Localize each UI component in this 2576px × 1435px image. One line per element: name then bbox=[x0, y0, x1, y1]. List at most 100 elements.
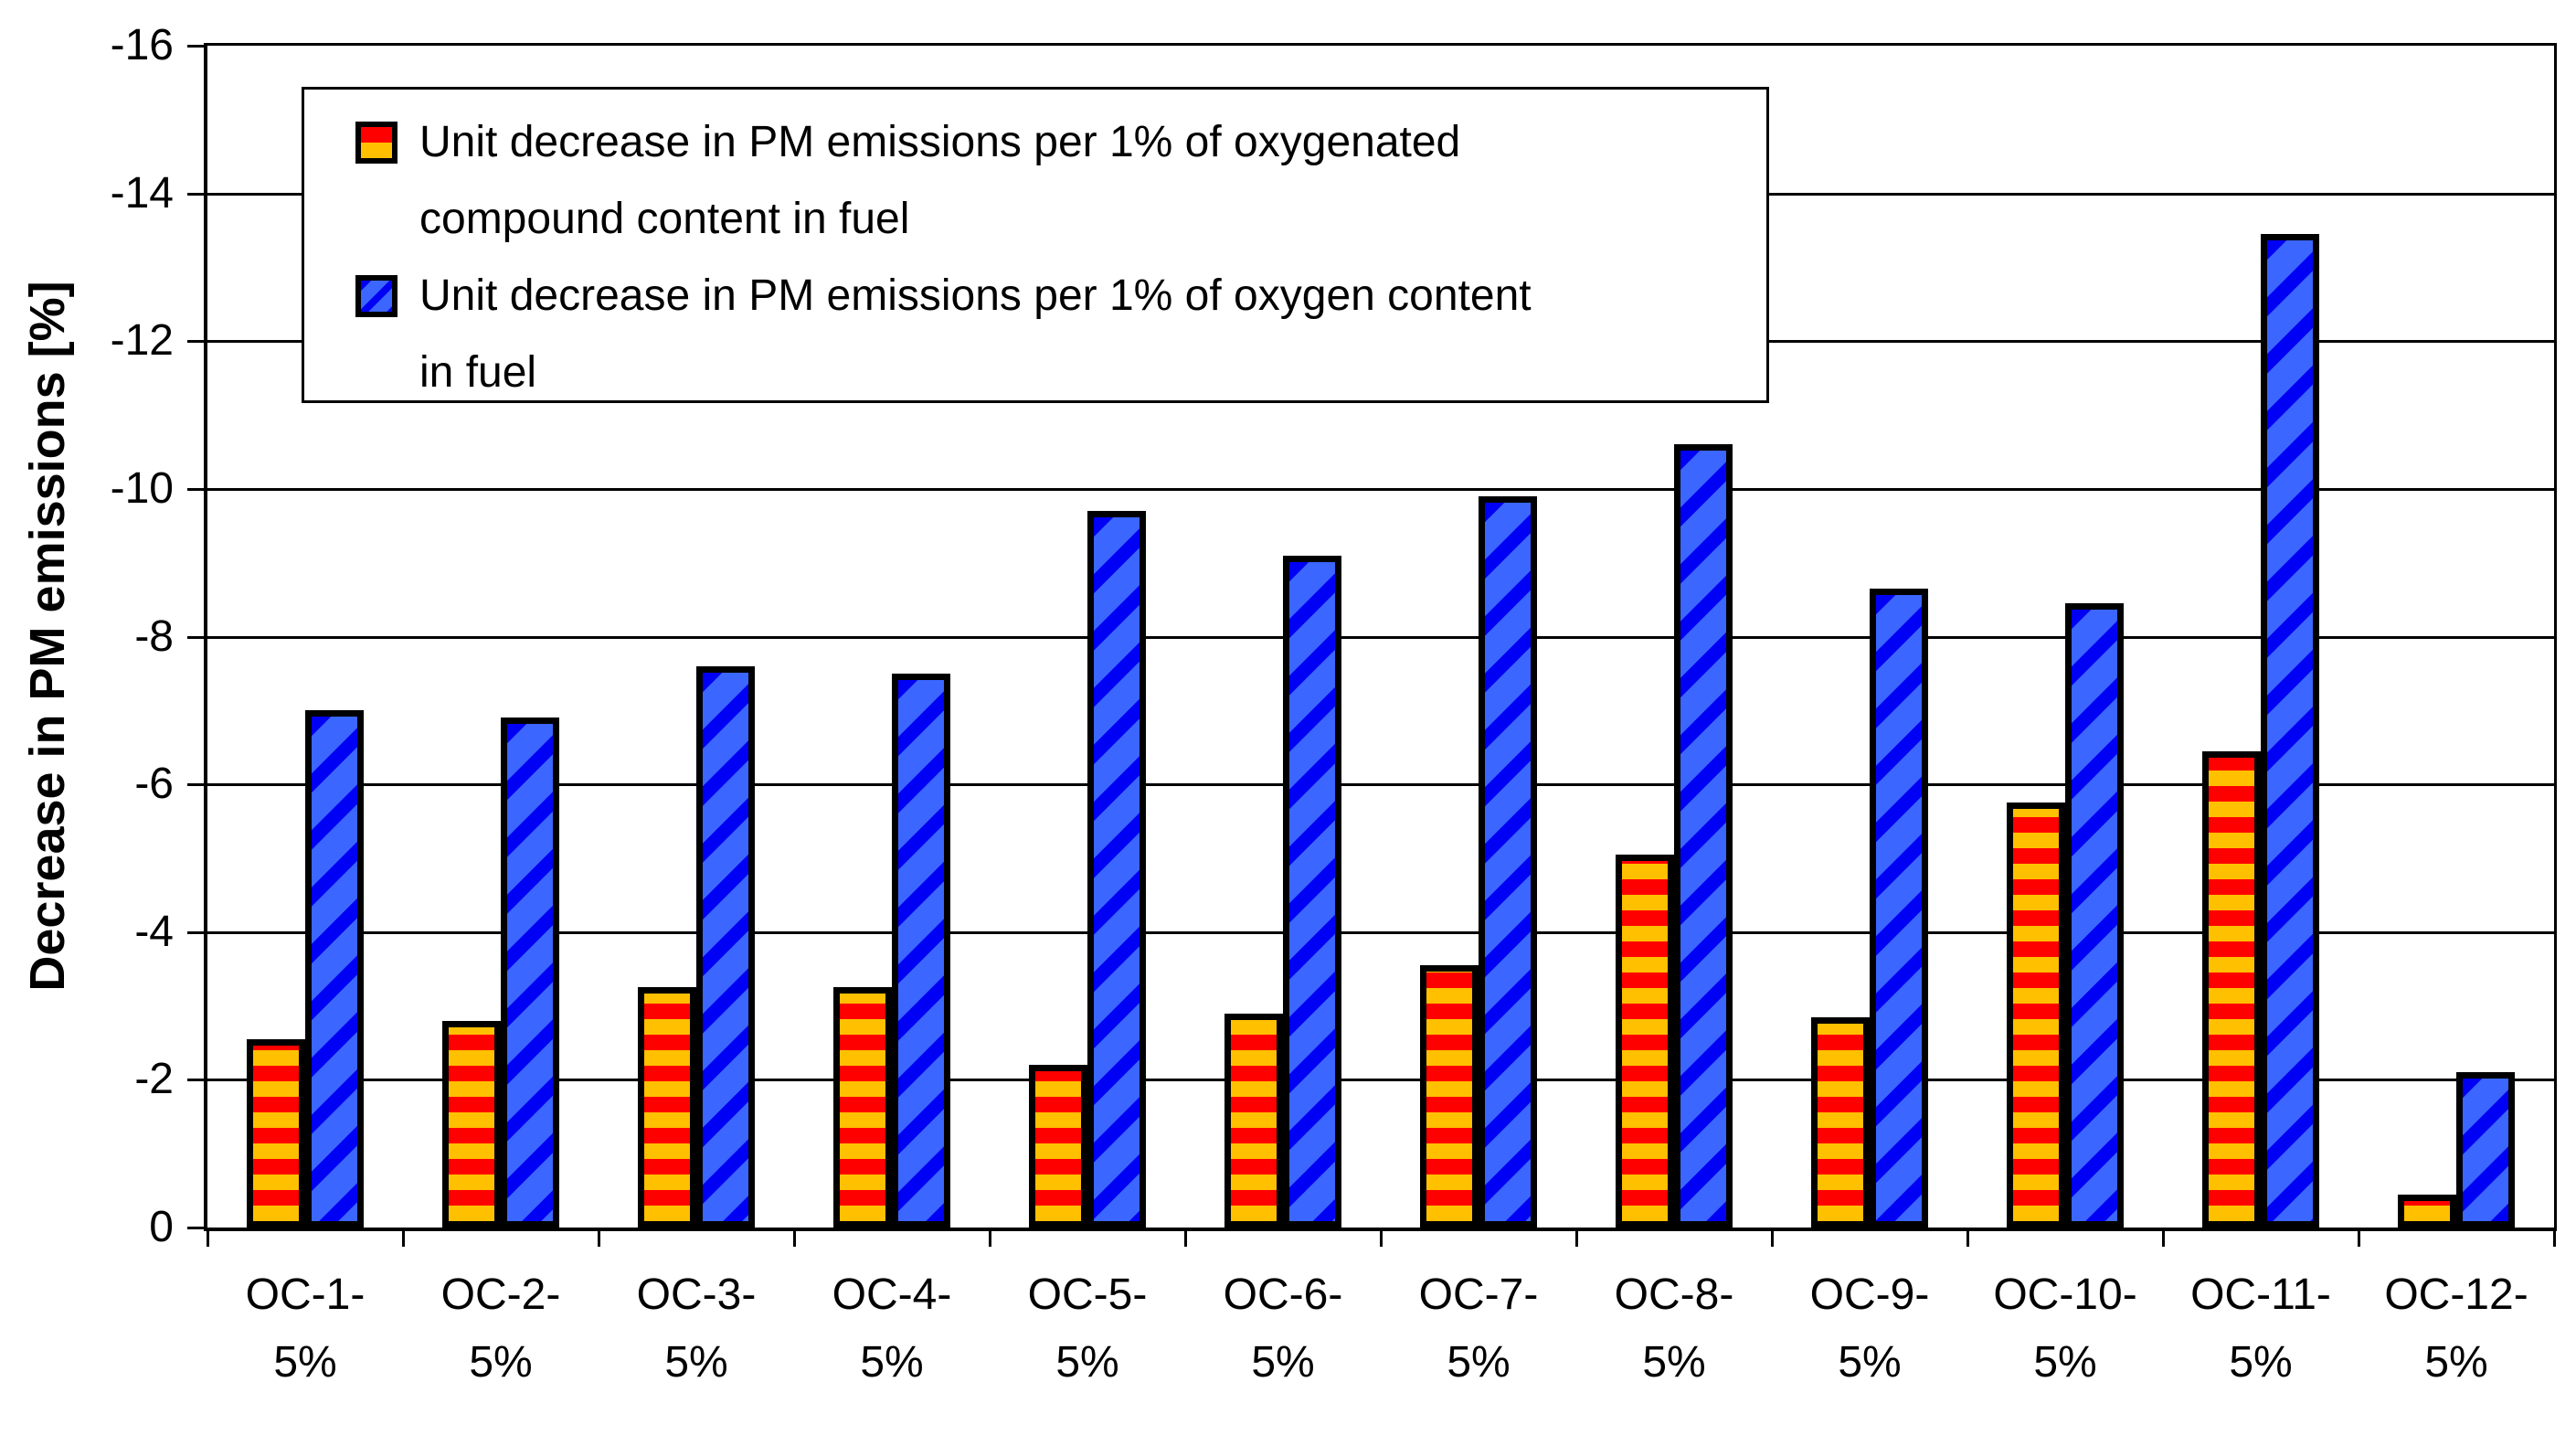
bar-OC-10-5%-series2 bbox=[2065, 603, 2124, 1228]
x-axis-tick-1 bbox=[402, 1231, 405, 1247]
x-axis-label-line: OC-4- bbox=[832, 1270, 952, 1319]
bar-OC-4-5%-series2 bbox=[892, 674, 950, 1228]
y-axis-tick-label--16: -16 bbox=[110, 21, 174, 69]
bar-OC-11-5%-series2 bbox=[2261, 234, 2319, 1228]
y-axis-tick--16 bbox=[187, 45, 207, 48]
x-axis-label-OC-2-5%: OC-2- 5% bbox=[355, 1261, 647, 1397]
legend-swatch-series2-icon bbox=[355, 275, 398, 317]
legend-entry-2: Unit decrease in PM emissions per 1% of … bbox=[355, 258, 1748, 411]
x-axis-label-line: OC-1- bbox=[245, 1270, 366, 1319]
bar-OC-5-5%-series1 bbox=[1029, 1065, 1087, 1228]
gridline--2 bbox=[207, 1079, 2554, 1082]
legend-entry-1: Unit decrease in PM emissions per 1% of … bbox=[355, 104, 1748, 258]
legend-label-series1: Unit decrease in PM emissions per 1% of … bbox=[419, 104, 1460, 258]
x-axis-label-line: 5% bbox=[273, 1338, 337, 1387]
x-axis-label-line: 5% bbox=[1642, 1338, 1706, 1387]
x-axis-label-line: OC-7- bbox=[1418, 1270, 1539, 1319]
x-axis-label-line: 5% bbox=[860, 1338, 924, 1387]
x-axis-label-line: 5% bbox=[1838, 1338, 1902, 1387]
x-axis-label-line: OC-12- bbox=[2384, 1270, 2528, 1319]
x-axis-label-OC-9-5%: OC-9- 5% bbox=[1723, 1261, 2016, 1397]
x-axis-label-line: 5% bbox=[1251, 1338, 1315, 1387]
y-axis-tick-label--8: -8 bbox=[134, 611, 174, 661]
x-axis-tick-12 bbox=[2553, 1231, 2556, 1247]
x-axis-label-OC-10-5%: OC-10- 5% bbox=[1919, 1261, 2211, 1397]
x-axis-label-OC-11-5%: OC-11- 5% bbox=[2115, 1261, 2407, 1397]
bar-OC-5-5%-series2 bbox=[1087, 511, 1146, 1228]
bar-OC-1-5%-series1 bbox=[247, 1039, 305, 1228]
bar-OC-9-5%-series1 bbox=[1811, 1017, 1870, 1228]
bar-OC-7-5%-series2 bbox=[1479, 496, 1537, 1228]
y-axis-tick-label--14: -14 bbox=[110, 168, 174, 218]
legend-label-series2: Unit decrease in PM emissions per 1% of … bbox=[419, 258, 1532, 411]
bar-OC-10-5%-series1 bbox=[2007, 803, 2065, 1228]
legend: Unit decrease in PM emissions per 1% of … bbox=[302, 87, 1769, 403]
x-axis-label-line: 5% bbox=[469, 1338, 533, 1387]
y-axis-tick-label--6: -6 bbox=[134, 760, 174, 809]
y-axis-tick-label-0: 0 bbox=[149, 1203, 174, 1251]
x-axis-tick-4 bbox=[989, 1231, 991, 1247]
legend-swatch-series1-icon bbox=[355, 122, 398, 164]
y-axis-tick--2 bbox=[187, 1079, 207, 1082]
bar-OC-8-5%-series2 bbox=[1674, 444, 1733, 1228]
y-axis-tick--12 bbox=[187, 340, 207, 344]
x-axis-label-line: 5% bbox=[2033, 1338, 2097, 1387]
x-axis-label-OC-5-5%: OC-5- 5% bbox=[941, 1261, 1234, 1397]
bar-OC-7-5%-series1 bbox=[1420, 965, 1479, 1228]
x-axis-label-OC-8-5%: OC-8- 5% bbox=[1528, 1261, 1820, 1397]
bar-OC-11-5%-series1 bbox=[2202, 751, 2261, 1228]
legend-label-line: Unit decrease in PM emissions per 1% of … bbox=[419, 271, 1532, 320]
x-axis-tick-7 bbox=[1575, 1231, 1578, 1247]
bar-OC-4-5%-series1 bbox=[833, 987, 892, 1228]
legend-label-line: Unit decrease in PM emissions per 1% of … bbox=[419, 118, 1461, 166]
legend-label-line: compound content in fuel bbox=[419, 195, 910, 243]
x-axis-label-OC-3-5%: OC-3- 5% bbox=[550, 1261, 843, 1397]
bar-OC-1-5%-series2 bbox=[305, 710, 364, 1228]
y-axis-tick--4 bbox=[187, 930, 207, 934]
x-axis-label-line: OC-9- bbox=[1809, 1270, 1930, 1319]
x-axis-label-line: 5% bbox=[2229, 1338, 2293, 1387]
y-axis-tick-label--12: -12 bbox=[110, 316, 174, 366]
x-axis-label-line: 5% bbox=[2424, 1338, 2488, 1387]
y-axis-tick-label--10: -10 bbox=[110, 463, 174, 513]
x-axis-label-line: OC-8- bbox=[1614, 1270, 1734, 1319]
x-axis-label-OC-4-5%: OC-4- 5% bbox=[746, 1261, 1038, 1397]
y-axis-tick--14 bbox=[187, 192, 207, 196]
x-axis-label-line: OC-6- bbox=[1223, 1270, 1343, 1319]
x-axis-label-OC-1-5%: OC-1- 5% bbox=[159, 1261, 451, 1397]
x-axis-tick-8 bbox=[1771, 1231, 1774, 1247]
gridline--6 bbox=[207, 783, 2554, 787]
x-axis-label-OC-6-5%: OC-6- 5% bbox=[1137, 1261, 1429, 1397]
x-axis-label-line: OC-11- bbox=[2190, 1270, 2331, 1319]
y-axis-tick-label--4: -4 bbox=[134, 907, 174, 956]
bar-OC-12-5%-series1 bbox=[2398, 1195, 2456, 1228]
x-axis-tick-3 bbox=[793, 1231, 796, 1247]
legend-label-line: in fuel bbox=[419, 348, 537, 397]
bar-OC-9-5%-series2 bbox=[1870, 589, 1928, 1228]
x-axis-label-line: 5% bbox=[1055, 1338, 1119, 1387]
x-axis-label-line: 5% bbox=[1447, 1338, 1511, 1387]
bar-OC-6-5%-series1 bbox=[1224, 1014, 1283, 1228]
bar-OC-2-5%-series2 bbox=[501, 718, 559, 1228]
bar-OC-12-5%-series2 bbox=[2456, 1072, 2515, 1228]
x-axis-label-OC-7-5%: OC-7- 5% bbox=[1332, 1261, 1625, 1397]
bar-OC-2-5%-series1 bbox=[442, 1021, 501, 1228]
y-axis-tick--10 bbox=[187, 487, 207, 491]
gridline--4 bbox=[207, 930, 2554, 934]
x-axis-tick-6 bbox=[1380, 1231, 1383, 1247]
bar-OC-6-5%-series2 bbox=[1283, 556, 1341, 1228]
y-axis-tick-label--2: -2 bbox=[134, 1055, 174, 1104]
y-axis-tick--6 bbox=[187, 783, 207, 787]
legend-entries: Unit decrease in PM emissions per 1% of … bbox=[355, 104, 1748, 411]
x-axis-label-line: OC-5- bbox=[1027, 1270, 1148, 1319]
x-axis-label-line: OC-2- bbox=[440, 1270, 561, 1319]
x-axis-label-line: OC-3- bbox=[636, 1270, 757, 1319]
x-axis-label-OC-12-5%: OC-12- 5% bbox=[2310, 1261, 2576, 1397]
x-axis-tick-11 bbox=[2358, 1231, 2360, 1247]
x-axis-label-line: 5% bbox=[664, 1338, 728, 1387]
bar-OC-3-5%-series1 bbox=[638, 987, 696, 1228]
bar-OC-3-5%-series2 bbox=[696, 666, 755, 1228]
gridline--8 bbox=[207, 635, 2554, 639]
x-axis-tick-5 bbox=[1184, 1231, 1187, 1247]
